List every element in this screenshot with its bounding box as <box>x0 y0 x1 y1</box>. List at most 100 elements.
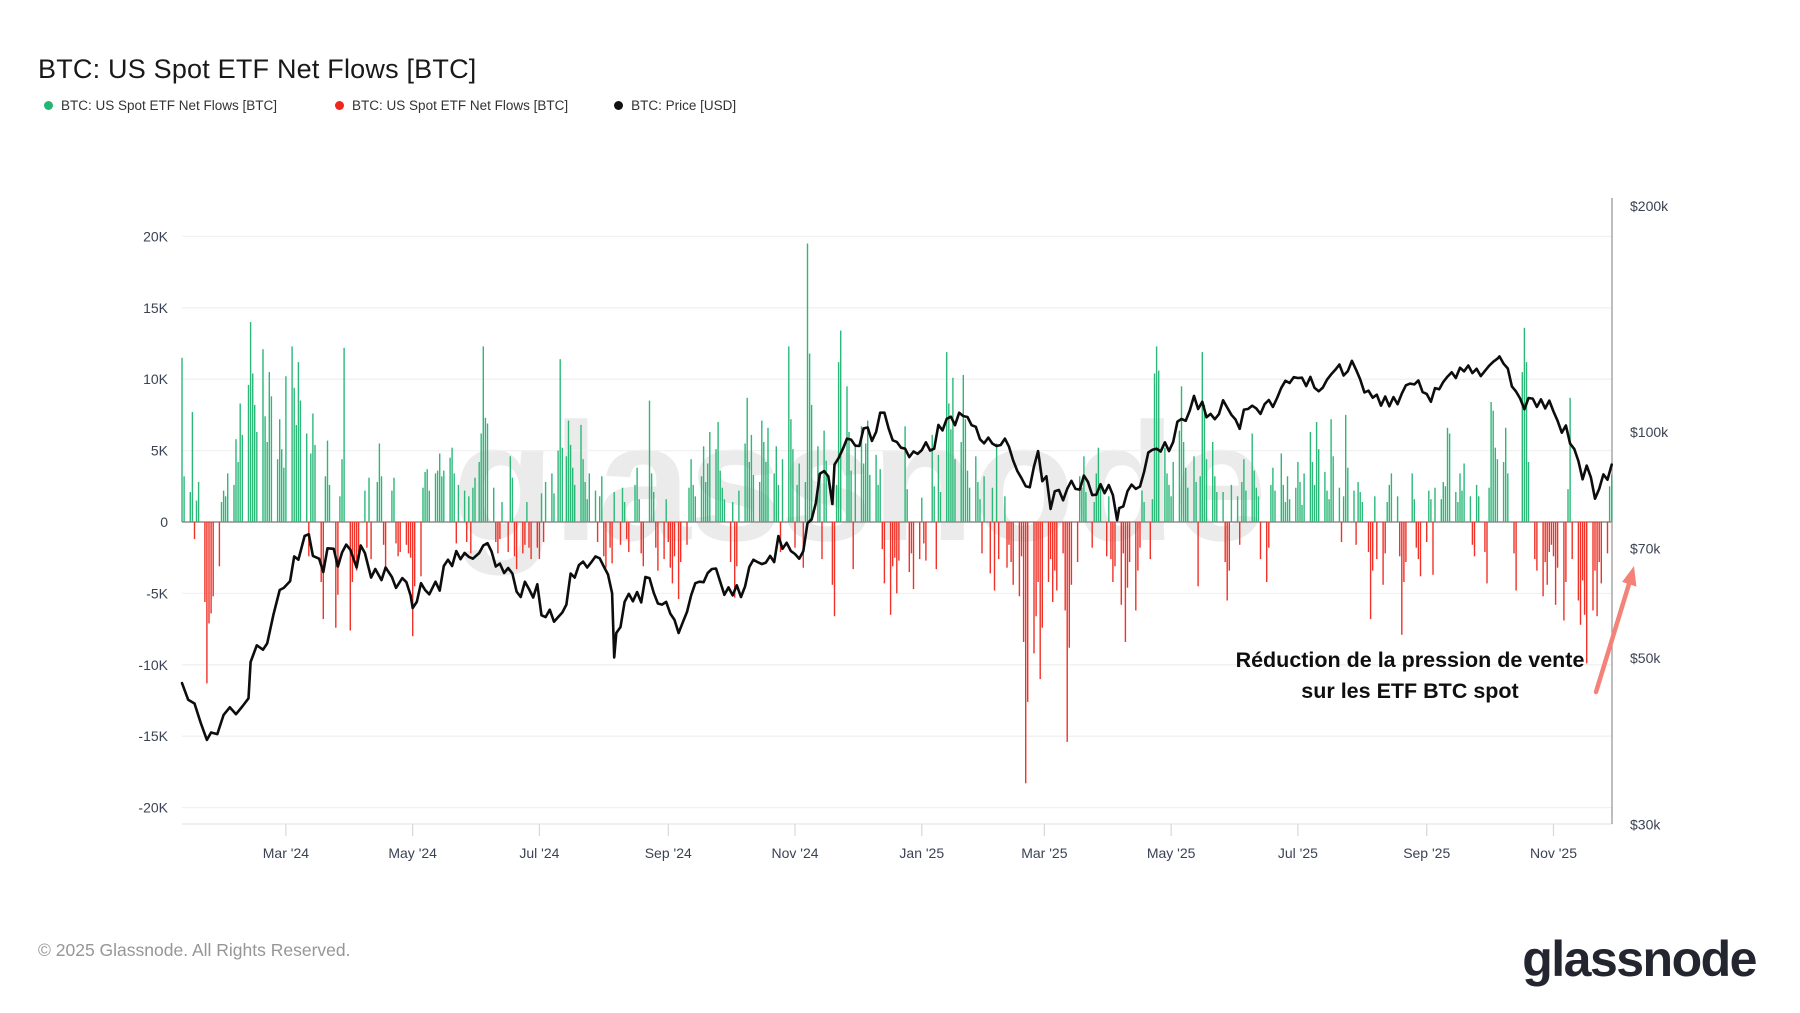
outflow-bar <box>384 522 387 568</box>
inflow-bar <box>540 493 543 522</box>
outflow-bar <box>779 522 782 552</box>
inflow-bar <box>1428 490 1430 522</box>
inflow-bar <box>1193 456 1195 522</box>
outflow-bar <box>1384 522 1386 554</box>
outflow-bar <box>1070 522 1073 585</box>
inflow-bar <box>1490 402 1492 522</box>
inflow-bar <box>819 477 821 522</box>
inflow-bar <box>1185 467 1187 522</box>
inflow-bar <box>835 484 838 522</box>
inflow-bar <box>1442 482 1444 522</box>
inflow-bar <box>1608 486 1611 522</box>
flow-bars-layer <box>181 243 1613 784</box>
inflow-bar <box>453 473 455 522</box>
inflow-bar <box>380 476 383 522</box>
inflow-bar <box>1272 467 1274 522</box>
outflow-bar <box>1372 522 1374 571</box>
inflow-bar <box>1311 462 1314 522</box>
inflow-bar <box>1411 473 1413 522</box>
outflow-bar <box>881 522 883 550</box>
inflow-bar <box>378 443 381 522</box>
legend-item-netflows-negative[interactable]: BTC: US Spot ETF Net Flows [BTC] <box>335 98 568 113</box>
inflow-bar <box>1280 453 1282 522</box>
inflow-bar <box>588 473 590 522</box>
inflow-bar <box>391 490 393 522</box>
inflow-bar <box>1459 473 1461 522</box>
y-axis-left-tick-label: -10K <box>138 657 168 673</box>
outflow-bar <box>1403 522 1405 582</box>
outflow-bar <box>1546 522 1548 585</box>
inflow-bar <box>748 462 750 522</box>
outflow-bar <box>204 522 206 602</box>
outflow-bar <box>530 522 532 560</box>
inflow-bar <box>441 476 443 522</box>
outflow-bar <box>1432 522 1434 575</box>
outflow-bar <box>794 522 796 548</box>
inflow-bar <box>266 442 268 522</box>
outflow-bar <box>1367 522 1370 552</box>
y-axis-left-tick-label: 15K <box>143 300 169 316</box>
inflow-bar <box>1172 462 1174 522</box>
outflow-bar <box>1010 522 1012 562</box>
inflow-bar <box>601 476 603 522</box>
inflow-bar <box>1469 496 1472 522</box>
legend-item-netflows-positive[interactable]: BTC: US Spot ETF Net Flows [BTC] <box>44 98 277 113</box>
outflow-bar <box>686 522 688 545</box>
inflow-bar <box>1201 352 1203 522</box>
outflow-bar <box>655 522 657 548</box>
inflow-bar <box>526 502 528 522</box>
inflow-bar <box>763 442 765 522</box>
outflow-bar <box>1486 522 1488 584</box>
inflow-bar <box>501 502 503 522</box>
inflow-bar <box>937 454 940 522</box>
outflow-bar <box>729 522 732 562</box>
inflow-bar <box>368 477 370 522</box>
inflow-bar <box>1313 484 1316 522</box>
outflow-bar <box>335 522 337 628</box>
inflow-bar <box>227 473 229 522</box>
inflow-bar <box>792 449 794 522</box>
green-dot-icon <box>44 101 53 110</box>
outflow-bar <box>1405 522 1407 562</box>
outflow-bar <box>1544 522 1546 562</box>
x-axis-tick-label: Mar '25 <box>1021 845 1067 861</box>
outflow-bar <box>1135 522 1137 611</box>
inflow-bar <box>977 482 979 522</box>
inflow-bar <box>299 400 302 522</box>
annotation-arrow-head-icon <box>1622 566 1637 587</box>
inflow-bar <box>933 486 935 522</box>
inflow-bar <box>1214 476 1216 522</box>
inflow-bar <box>1151 499 1154 522</box>
inflow-bar <box>1079 476 1081 522</box>
outflow-bar <box>407 522 410 554</box>
outflow-bar <box>993 522 996 591</box>
outflow-bar <box>1226 522 1228 601</box>
legend-item-price[interactable]: BTC: Price [USD] <box>614 98 736 113</box>
y-axis-left-tick-label: -15K <box>138 728 168 744</box>
x-axis-tick-label: Mar '24 <box>263 845 309 861</box>
outflow-bar <box>357 522 360 552</box>
inflow-bar <box>424 472 426 522</box>
inflow-bar <box>569 444 572 522</box>
outflow-bar <box>1012 522 1014 585</box>
inflow-bar <box>443 470 445 522</box>
glassnode-watermark: glassnode <box>452 388 1267 576</box>
inflow-bar <box>1153 373 1156 522</box>
inflow-bar <box>586 499 588 522</box>
outflow-bar <box>1091 522 1093 548</box>
x-axis-tick-label: Jul '25 <box>1278 845 1318 861</box>
outflow-bar <box>883 522 886 584</box>
price-line <box>180 355 1613 742</box>
inflow-bar <box>810 404 813 522</box>
inflow-bar <box>1457 502 1459 522</box>
inflow-bar <box>1108 496 1110 522</box>
inflow-bar <box>962 374 964 522</box>
outflow-bar <box>1596 522 1598 617</box>
outflow-bar <box>1112 522 1114 582</box>
inflow-bar <box>1097 447 1100 522</box>
outflow-bar <box>1137 522 1139 571</box>
outflow-bar <box>399 522 401 552</box>
inflow-bar <box>1446 427 1449 522</box>
